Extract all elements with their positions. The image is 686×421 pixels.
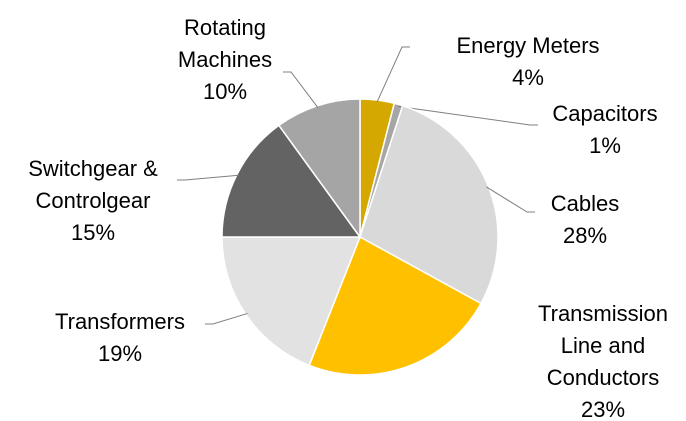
value-label: 10% [202,79,248,104]
value-label: 4% [512,65,544,90]
leader-line [486,186,535,213]
pie-slice [277,98,361,240]
category-name: Transmission Line and Conductors [538,301,668,390]
value-label: 1% [589,133,621,158]
pie-slice [308,235,482,376]
value-label: 28% [562,223,608,248]
slice-label: Capacitors 1% [515,98,686,162]
category-name: Capacitors [552,101,658,126]
value-label: 23% [580,397,626,421]
value-label: 19% [97,341,143,366]
category-name: Switchgear & Controlgear [28,156,158,213]
category-name: Cables [550,191,620,216]
slice-label: Transformers 19% [20,306,220,370]
slice-label: Energy Meters 4% [398,30,658,94]
leader-line [205,312,248,325]
category-name: Transformers [55,309,185,334]
slice-label: Transmission Line and Conductors 23% [518,298,686,421]
slice-label: Rotating Machines 10% [150,12,300,108]
pie-slice [221,124,362,238]
leader-line [397,105,538,126]
value-label: 15% [70,220,116,245]
leader-line [177,174,239,181]
slice-label: Switchgear & Controlgear 15% [1,153,186,249]
leader-line [376,46,410,103]
pie-slice [221,236,362,367]
category-name: Energy Meters [456,33,600,58]
leader-line [283,71,319,108]
slice-label: Cables 28% [505,188,665,252]
category-name: Rotating Machines [177,15,273,72]
pie-slice [359,104,499,305]
